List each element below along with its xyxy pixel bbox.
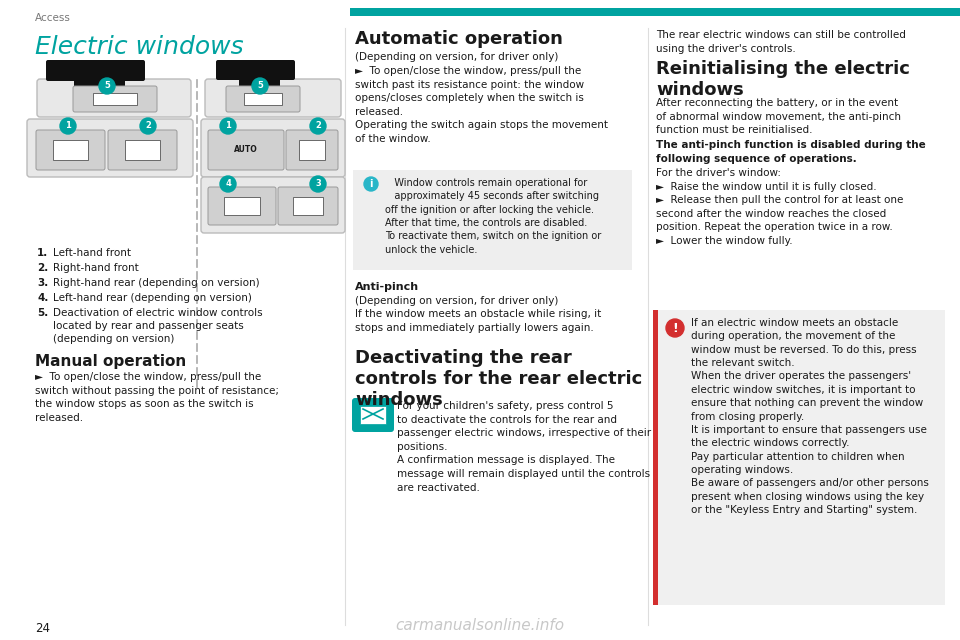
- Text: 5: 5: [104, 81, 110, 90]
- FancyBboxPatch shape: [74, 74, 125, 90]
- Text: 2.: 2.: [37, 263, 48, 273]
- Text: Deactivation of electric window controls: Deactivation of electric window controls: [53, 308, 263, 318]
- Bar: [350, 8, 960, 16]
- Text: 1: 1: [65, 122, 71, 131]
- FancyBboxPatch shape: [352, 398, 394, 432]
- Bar: [653, 310, 658, 605]
- Bar: [353, 170, 632, 270]
- FancyBboxPatch shape: [37, 79, 191, 117]
- Text: For the driver's window:
►  Raise the window until it is fully closed.
►  Releas: For the driver's window: ► Raise the win…: [656, 168, 903, 246]
- Text: 2: 2: [145, 122, 151, 131]
- Bar: [93, 93, 137, 105]
- Text: 4: 4: [225, 179, 231, 189]
- Text: Right-hand front: Right-hand front: [53, 263, 139, 273]
- Text: 3: 3: [315, 179, 321, 189]
- Bar: [244, 93, 282, 105]
- Text: Window controls remain operational for
   approximately 45 seconds after switchi: Window controls remain operational for a…: [385, 178, 601, 255]
- Text: Right-hand rear (depending on version): Right-hand rear (depending on version): [53, 278, 259, 288]
- Text: Electric windows: Electric windows: [35, 35, 244, 59]
- Bar: [299, 140, 325, 160]
- Text: (Depending on version, for driver only): (Depending on version, for driver only): [355, 296, 559, 306]
- Circle shape: [666, 319, 684, 337]
- Bar: [293, 196, 324, 215]
- Text: AUTO: AUTO: [234, 145, 258, 154]
- Text: Reinitialising the electric
windows: Reinitialising the electric windows: [656, 60, 910, 99]
- Circle shape: [220, 176, 236, 192]
- FancyBboxPatch shape: [208, 130, 284, 170]
- FancyBboxPatch shape: [36, 130, 105, 170]
- FancyBboxPatch shape: [27, 119, 193, 177]
- Circle shape: [310, 118, 326, 134]
- Text: 5: 5: [257, 81, 263, 90]
- FancyBboxPatch shape: [278, 187, 338, 225]
- FancyBboxPatch shape: [108, 130, 177, 170]
- FancyBboxPatch shape: [73, 86, 157, 112]
- Text: Deactivating the rear
controls for the rear electric
windows: Deactivating the rear controls for the r…: [355, 349, 642, 408]
- Circle shape: [252, 78, 268, 94]
- Text: carmanualsonline.info: carmanualsonline.info: [396, 618, 564, 633]
- Text: 2: 2: [315, 122, 321, 131]
- FancyBboxPatch shape: [286, 130, 338, 170]
- Text: (depending on version): (depending on version): [53, 334, 175, 344]
- Circle shape: [60, 118, 76, 134]
- Circle shape: [99, 78, 115, 94]
- Bar: [360, 406, 386, 424]
- Circle shape: [220, 118, 236, 134]
- Text: located by rear and passenger seats: located by rear and passenger seats: [53, 321, 244, 331]
- Bar: [653, 310, 945, 605]
- Text: ►  To open/close the window, press/pull the
switch without passing the point of : ► To open/close the window, press/pull t…: [35, 372, 279, 423]
- Text: The anti-pinch function is disabled during the
following sequence of operations.: The anti-pinch function is disabled duri…: [656, 140, 925, 177]
- Bar: [225, 196, 259, 215]
- Circle shape: [364, 177, 378, 191]
- FancyBboxPatch shape: [201, 177, 345, 233]
- Text: !: !: [672, 321, 678, 335]
- FancyBboxPatch shape: [239, 73, 280, 89]
- Text: 1: 1: [225, 122, 231, 131]
- FancyBboxPatch shape: [205, 79, 341, 117]
- Circle shape: [310, 176, 326, 192]
- Text: If the window meets an obstacle while rising, it
stops and immediately partially: If the window meets an obstacle while ri…: [355, 309, 601, 333]
- Text: 1.: 1.: [37, 248, 48, 258]
- Text: The rear electric windows can still be controlled
using the driver's controls.: The rear electric windows can still be c…: [656, 30, 906, 54]
- FancyBboxPatch shape: [208, 187, 276, 225]
- Text: For your children's safety, press control 5
to deactivate the controls for the r: For your children's safety, press contro…: [397, 401, 651, 493]
- Text: Anti-pinch: Anti-pinch: [355, 282, 420, 292]
- FancyBboxPatch shape: [226, 86, 300, 112]
- Text: i: i: [370, 179, 372, 189]
- FancyBboxPatch shape: [216, 60, 295, 80]
- Bar: [53, 140, 88, 160]
- Text: Automatic operation: Automatic operation: [355, 30, 563, 48]
- Text: 24: 24: [35, 622, 50, 635]
- Bar: [125, 140, 160, 160]
- FancyBboxPatch shape: [201, 119, 345, 177]
- FancyBboxPatch shape: [46, 60, 145, 81]
- Text: (Depending on version, for driver only): (Depending on version, for driver only): [355, 52, 559, 62]
- Text: ►  To open/close the window, press/pull the
switch past its resistance point: th: ► To open/close the window, press/pull t…: [355, 66, 608, 144]
- Text: Manual operation: Manual operation: [35, 354, 186, 369]
- Text: Left-hand front: Left-hand front: [53, 248, 131, 258]
- Text: Left-hand rear (depending on version): Left-hand rear (depending on version): [53, 293, 252, 303]
- Circle shape: [140, 118, 156, 134]
- Text: 3.: 3.: [37, 278, 48, 288]
- Text: After reconnecting the battery, or in the event
of abnormal window movement, the: After reconnecting the battery, or in th…: [656, 98, 901, 148]
- Text: Access: Access: [35, 13, 71, 23]
- Text: If an electric window meets an obstacle
during operation, the movement of the
wi: If an electric window meets an obstacle …: [691, 318, 929, 515]
- Text: 5.: 5.: [37, 308, 48, 318]
- Text: 4.: 4.: [37, 293, 48, 303]
